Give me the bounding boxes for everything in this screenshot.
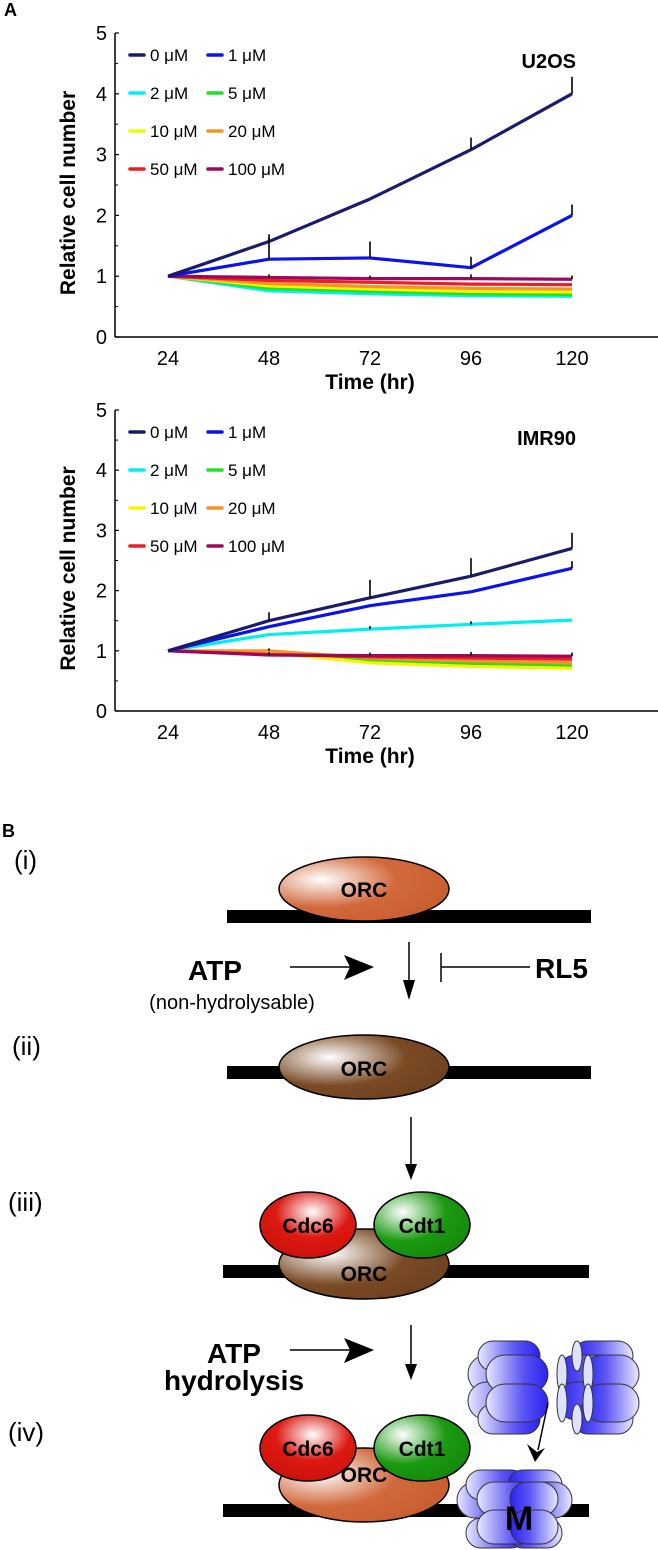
x-tick-label: 120 [555,722,588,744]
legend-label: 2 μM [150,84,188,103]
y-tick-label: 5 [96,400,107,422]
mcm-hexamer-free-right [556,1340,640,1435]
y-tick-label: 0 [96,701,107,723]
y-tick-label: 3 [96,145,107,167]
x-tick-label: 48 [258,722,280,744]
orc-protein [278,856,450,922]
y-tick-label: 4 [96,460,107,482]
x-axis-title: Time (hr) [325,745,414,768]
cdt1-label: Cdt1 [399,1438,446,1461]
y-axis-title: Relative cell number [57,466,80,670]
cdc6-label: Cdc6 [282,1438,333,1461]
mcm-double-hexamer-loaded: M [456,1469,573,1549]
legend-label: 2 μM [150,461,188,480]
cdc6-label: Cdc6 [282,1215,333,1238]
atp-hydrolysis-label-2: hydrolysis [164,1365,304,1396]
cdt1-protein [373,1414,471,1482]
orc-label: ORC [341,1263,388,1286]
y-tick-label: 5 [96,23,107,45]
x-tick-label: 24 [157,348,179,370]
step-iv-complex: ORC Cdc6 Cdt1 [223,1340,640,1549]
transition-iii-iv: ATP hydrolysis [164,1325,417,1396]
legend-label: 10 μM [150,122,198,141]
step-label-iii: (iii) [8,1187,43,1217]
transition-i-ii: ATP (non-hydrolysable) RL5 [149,942,588,1014]
atp-arrow-head [344,1338,374,1363]
rl5-label: RL5 [535,953,588,984]
panel-a-label: A [4,0,17,20]
x-tick-label: 96 [460,722,482,744]
y-tick-label: 2 [96,581,107,603]
cdt1-protein [373,1191,471,1259]
legend-label: 5 μM [228,461,266,480]
chart-imr90: 0 1 2 3 4 5 24 48 72 96 120 Time (hr) Relative cell … [57,400,658,768]
orc-label: ORC [341,1464,388,1487]
series-line-50m [167,274,573,287]
step-i-complex: ORC [227,856,591,923]
chart-title: U2OS [522,51,576,73]
y-tick-label: 0 [96,327,107,349]
y-tick-label: 3 [96,520,107,542]
series-line-10m [167,274,573,294]
cdc6-protein [259,1191,357,1259]
legend-label: 1 μM [228,46,266,65]
x-tick-label: 96 [460,348,482,370]
x-tick-label: 24 [157,722,179,744]
y-tick-label: 1 [96,266,107,288]
series-line-1m [167,566,573,653]
legend-label: 20 μM [228,122,276,141]
orc-protein-atp-bound [278,1034,450,1100]
x-tick-label: 72 [359,348,381,370]
x-tick-label: 72 [359,722,381,744]
y-tick-label: 1 [96,641,107,663]
legend-label: 10 μM [150,499,198,518]
legend-label: 50 μM [150,537,198,556]
mcm-loading-arrow-shaft [537,1402,549,1451]
atp-non-hydrolysable-label: (non-hydrolysable) [149,992,315,1014]
mcm-loading-arrow-head [527,1444,545,1462]
down-arrow-head [403,980,415,1000]
step-label-ii: (ii) [12,1031,41,1061]
legend-label: 20 μM [228,499,276,518]
step-iii-complex: ORC Cdc6 Cdt1 [223,1191,589,1300]
x-tick-label: 48 [258,348,280,370]
legend-label: 100 μM [228,537,285,556]
series-line-5m [167,274,573,297]
legend-label: 0 μM [150,423,188,442]
series-line-0m [167,92,573,278]
legend-label: 5 μM [228,84,266,103]
atp-arrow-head [344,955,374,980]
x-tick-label: 120 [555,348,588,370]
atp-hydrolysis-label-1: ATP [207,1338,261,1369]
down-arrow-head [405,1364,417,1380]
y-tick-label: 2 [96,205,107,227]
series-line-20m [167,274,573,291]
atp-label: ATP [188,955,242,986]
chart-u2os: 0 1 2 3 4 5 24 48 72 96 120 Time (hr) Relative cell … [57,23,658,394]
legend-label: 1 μM [228,423,266,442]
mcm-label: M [505,1500,533,1538]
legend-label: 50 μM [150,160,198,179]
x-axis-title: Time (hr) [325,371,414,394]
y-axis-title: Relative cell number [57,91,80,295]
down-arrow-head [405,1164,417,1180]
diagram-orc-pathway: (i) (ii) (iii) (iv) ORC ATP (non-hydroly… [8,845,640,1549]
series-line-2m [167,274,573,298]
step-ii-complex: ORC [227,1034,591,1100]
orc-label: ORC [341,1058,388,1081]
orc-label: ORC [341,879,388,902]
cdc6-protein [259,1414,357,1482]
legend-label: 0 μM [150,46,188,65]
panel-b-label: B [2,821,15,841]
chart-title: IMR90 [517,428,576,450]
legend-label: 100 μM [228,160,285,179]
y-tick-label: 4 [96,84,107,106]
mcm-hexamer-free-left [467,1340,549,1435]
cdt1-label: Cdt1 [399,1215,446,1238]
step-label-iv: (iv) [8,1417,44,1447]
step-label-i: (i) [14,845,37,875]
